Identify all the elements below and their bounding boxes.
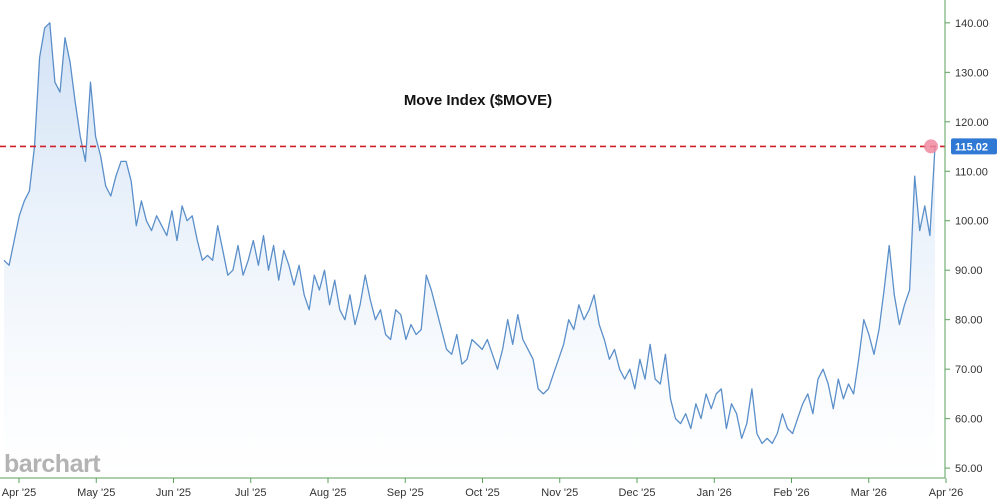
area-fill (4, 22, 935, 479)
x-tick-label: Aug '25 (310, 487, 347, 499)
y-tick-label: 80.00 (955, 315, 983, 327)
barchart-watermark-logo: barchart (4, 450, 101, 478)
last-value-marker (924, 139, 938, 154)
y-tick-label: 70.00 (955, 364, 983, 376)
x-tick-label: Jan '26 (697, 487, 732, 499)
y-tick-label: 130.00 (955, 67, 989, 79)
y-tick-label: 120.00 (955, 117, 989, 129)
y-tick-label: 140.00 (955, 18, 989, 30)
x-tick-label: Dec '25 (619, 487, 656, 499)
y-tick-label: 50.00 (955, 463, 983, 475)
x-tick-label: Jun '25 (156, 487, 191, 499)
x-tick-label: May '25 (77, 487, 115, 499)
x-axis-ticks: Apr '25 May '25 Jun '25 Jul '25 Aug '25 Sep '… (2, 478, 964, 499)
last-value-badge (951, 138, 997, 155)
x-tick-label: Apr '25 (2, 487, 37, 499)
y-tick-label: 60.00 (955, 414, 983, 426)
x-tick-label: Oct '25 (465, 487, 500, 499)
x-tick-label: Mar '26 (851, 487, 887, 499)
x-tick-label: Apr '26 (929, 487, 964, 499)
x-tick-label: Nov '25 (541, 487, 578, 499)
price-line (3, 22, 936, 445)
x-tick-label: Sep '25 (387, 487, 424, 499)
x-tick-label: Feb '26 (773, 487, 809, 499)
y-tick-label: 90.00 (955, 265, 983, 277)
x-tick-label: Jul '25 (235, 487, 266, 499)
y-tick-label: 100.00 (955, 216, 989, 228)
y-axis-ticks: 140.00 130.00 120.00 110.00 100.00 90.00 80.00… (945, 18, 989, 475)
last-value-label: 115.02 (955, 141, 988, 153)
chart-title: Move Index ($MOVE) (404, 92, 552, 109)
y-tick-label: 110.00 (955, 166, 988, 178)
